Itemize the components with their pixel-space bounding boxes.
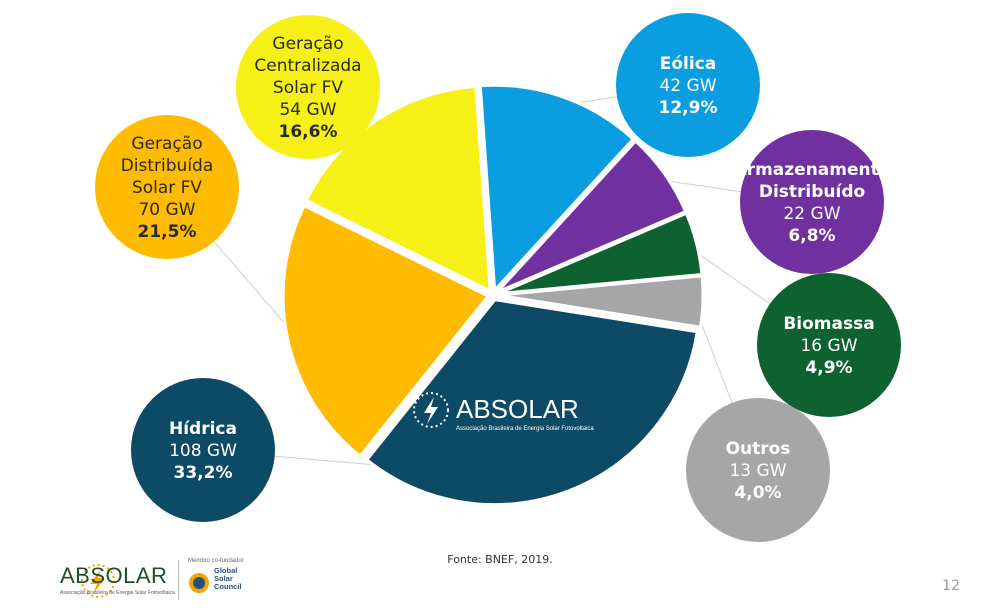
- pie-slice-gc: [304, 84, 492, 294]
- footer-divider: [178, 560, 179, 600]
- slice-name: Solar FV: [273, 78, 344, 98]
- footer-brand: ABSOLAR: [60, 563, 168, 588]
- bubble-circle: [740, 130, 884, 274]
- slice-value: 22 GW: [783, 204, 840, 224]
- partner-name-line: Solar: [214, 574, 233, 583]
- logo-sun-icon: [413, 392, 449, 428]
- partner-name-line: Council: [214, 582, 242, 591]
- slice-value: 108 GW: [169, 441, 237, 461]
- bubble-circle: [616, 13, 760, 157]
- slice-percent: 4,0%: [734, 483, 781, 503]
- bubble-circle: [95, 115, 239, 259]
- slice-value: 16 GW: [800, 336, 857, 356]
- pie-chart: ABSOLAR Associação Brasileira de Energia…: [95, 13, 901, 542]
- slice-name: Geração: [272, 34, 343, 54]
- slice-name: Biomassa: [783, 314, 874, 334]
- source-note: Fonte: BNEF, 2019.: [447, 553, 553, 566]
- bubble-circle: [686, 398, 830, 542]
- bubble-circle: [131, 378, 275, 522]
- page-number: 12: [942, 578, 960, 594]
- slice-value: 13 GW: [729, 461, 786, 481]
- partner-name: Global Solar Council: [214, 567, 242, 591]
- slice-name: Distribuído: [759, 182, 865, 202]
- slice-value: 70 GW: [138, 200, 195, 220]
- center-logo: ABSOLAR Associação Brasileira de Energia…: [413, 392, 594, 432]
- slice-percent: 6,8%: [788, 226, 835, 246]
- slice-name: Outros: [726, 439, 791, 459]
- pie-slices: [281, 83, 705, 507]
- pie-slice-eolica: [478, 83, 636, 294]
- slice-name: Armazenamento: [734, 160, 891, 180]
- logo-bolt-icon: [424, 397, 438, 424]
- slice-percent: 16,6%: [279, 122, 338, 142]
- slice-name: Geração: [131, 134, 202, 154]
- slice-name: Eólica: [660, 54, 717, 74]
- logo-wordmark: ABSOLAR: [456, 394, 579, 424]
- bubble-circle: [236, 15, 380, 159]
- bubble-circle: [757, 273, 901, 417]
- slice-percent: 12,9%: [659, 98, 718, 118]
- slice-value: 42 GW: [659, 76, 716, 96]
- global-solar-council-icon: [189, 573, 209, 593]
- slice-name: Solar FV: [132, 178, 203, 198]
- slice-percent: 21,5%: [138, 222, 197, 242]
- member-label: Membro co-fundador: [188, 558, 244, 564]
- slice-name: Hídrica: [169, 419, 237, 439]
- footer-tagline: Associação Brasileira de Energia Solar F…: [60, 590, 175, 596]
- partner-name-line: Global: [214, 566, 238, 575]
- slice-percent: 33,2%: [174, 463, 233, 483]
- slice-name: Centralizada: [254, 56, 361, 76]
- slice-percent: 4,9%: [805, 358, 852, 378]
- logo-tagline: Associação Brasileira de Energia Solar F…: [456, 426, 594, 432]
- footer-sun-icon: [81, 564, 115, 598]
- pie-slice-gd: [281, 203, 491, 459]
- pie-slice-hidrica: [364, 298, 700, 507]
- pie-slice-outros: [497, 274, 705, 329]
- slice-value: 54 GW: [279, 100, 336, 120]
- pie-slice-arm: [495, 138, 688, 294]
- slice-name: Distribuída: [121, 156, 214, 176]
